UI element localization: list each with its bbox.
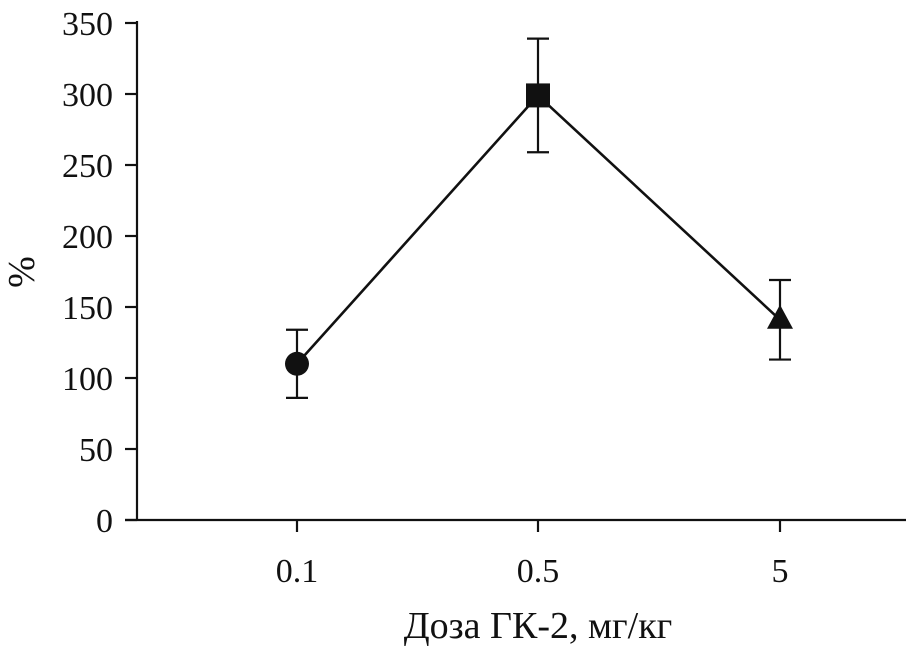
y-tick-label: 300 xyxy=(62,77,113,114)
plot-area xyxy=(285,37,793,399)
data-point-triangle xyxy=(767,304,793,329)
y-tick-label: 150 xyxy=(62,290,113,327)
y-tick-label: 350 xyxy=(62,6,113,43)
axes xyxy=(125,21,906,522)
x-tick-label: 0.5 xyxy=(517,553,560,590)
x-tick-label: 0.1 xyxy=(276,553,319,590)
data-point-square xyxy=(526,83,550,108)
y-tick-label: 0 xyxy=(96,503,113,540)
x-tick-label: 5 xyxy=(772,553,789,590)
y-tick-label: 100 xyxy=(62,361,113,398)
y-axis-label: % xyxy=(1,256,43,288)
y-axis-ticks: 0 50 100 150 200 250 300 350 xyxy=(62,6,137,540)
x-axis-label: Доза ГК-2, мг/кг xyxy=(404,605,673,647)
x-axis-ticks: 0.1 0.5 5 xyxy=(276,520,789,590)
y-tick-label: 50 xyxy=(79,432,113,469)
y-tick-label: 200 xyxy=(62,219,113,256)
y-tick-label: 250 xyxy=(62,148,113,185)
data-point-circle xyxy=(285,351,309,376)
